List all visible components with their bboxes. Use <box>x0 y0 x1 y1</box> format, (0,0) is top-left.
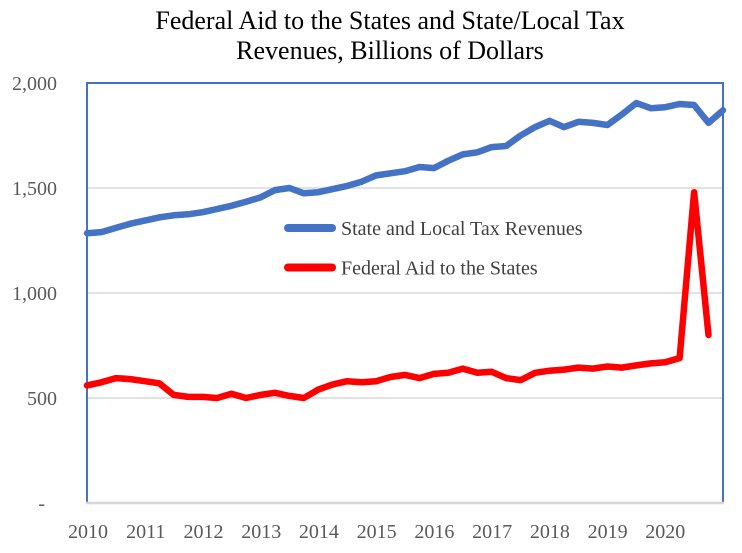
legend-label: State and Local Tax Revenues <box>341 218 583 240</box>
x-axis-label: 2020 <box>645 521 685 543</box>
legend-label: Federal Aid to the States <box>341 258 538 280</box>
x-axis-label: 2010 <box>68 521 108 543</box>
x-axis-label: 2011 <box>126 521 165 543</box>
x-axis-label: 2014 <box>299 521 339 543</box>
y-axis-label: - <box>38 493 45 515</box>
plot-border <box>86 82 724 503</box>
series-line-state-local-tax-revenues <box>83 99 727 237</box>
x-axis-label: 2017 <box>472 521 512 543</box>
chart-title-line2: Revenues, Billions of Dollars <box>236 36 544 65</box>
x-axis-label: 2015 <box>357 521 397 543</box>
x-axis-label: 2012 <box>183 521 223 543</box>
y-axis-label: 1,000 <box>12 283 57 305</box>
chart-title: Federal Aid to the States and State/Loca… <box>48 6 732 66</box>
x-axis-label: 2018 <box>530 521 570 543</box>
series-line-federal-aid-to-states <box>83 188 712 402</box>
chart-title-line1: Federal Aid to the States and State/Loca… <box>155 6 625 35</box>
y-axis-label: 2,000 <box>12 73 57 95</box>
y-axis-label: 1,500 <box>12 178 57 200</box>
x-axis-label: 2019 <box>588 521 628 543</box>
x-axis-label: 2013 <box>241 521 281 543</box>
y-axis-label: 500 <box>27 388 57 410</box>
x-axis-label: 2016 <box>414 521 454 543</box>
